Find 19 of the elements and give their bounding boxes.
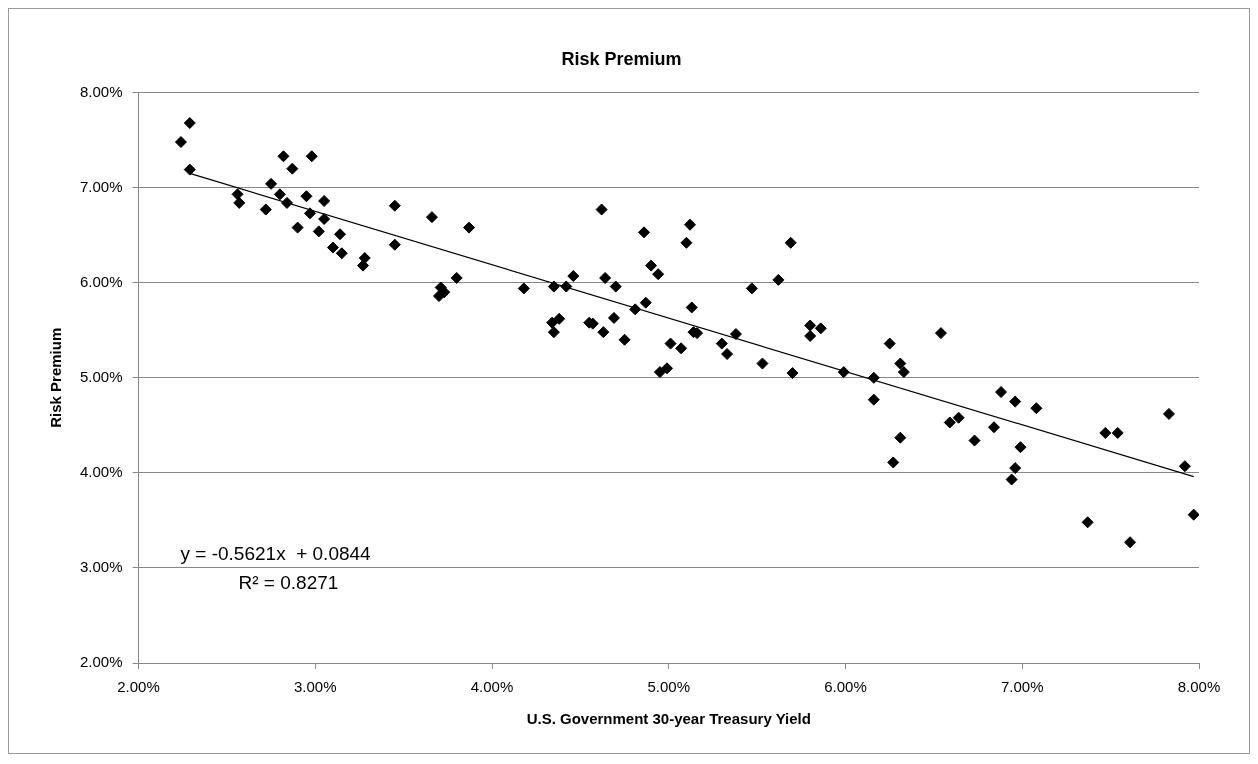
x-tick-label: 8.00%: [1177, 678, 1221, 696]
chart-title: Risk Premium: [561, 48, 682, 69]
y-tick-label: 2.00%: [79, 653, 123, 671]
y-axis-title: Risk Premium: [47, 327, 65, 428]
x-tick-label: 2.00%: [117, 678, 160, 696]
y-tick-label: 8.00%: [79, 82, 123, 100]
x-tick-label: 6.00%: [824, 678, 867, 696]
y-tick-label: 5.00%: [79, 367, 123, 385]
x-tick-label: 3.00%: [294, 678, 337, 696]
y-tick-label: 4.00%: [79, 463, 123, 481]
x-tick-label: 5.00%: [647, 678, 691, 696]
x-axis-title: U.S. Government 30-year Treasury Yield: [526, 710, 811, 728]
annotation: R² = 0.8271: [238, 571, 339, 593]
annotation: y = -0.5621x + 0.0844: [180, 542, 372, 564]
x-tick-label: 7.00%: [1000, 678, 1044, 696]
y-tick-label: 6.00%: [79, 272, 123, 290]
y-tick-label: 3.00%: [79, 558, 123, 576]
x-tick-label: 4.00%: [470, 678, 514, 696]
y-tick-label: 7.00%: [79, 177, 123, 195]
